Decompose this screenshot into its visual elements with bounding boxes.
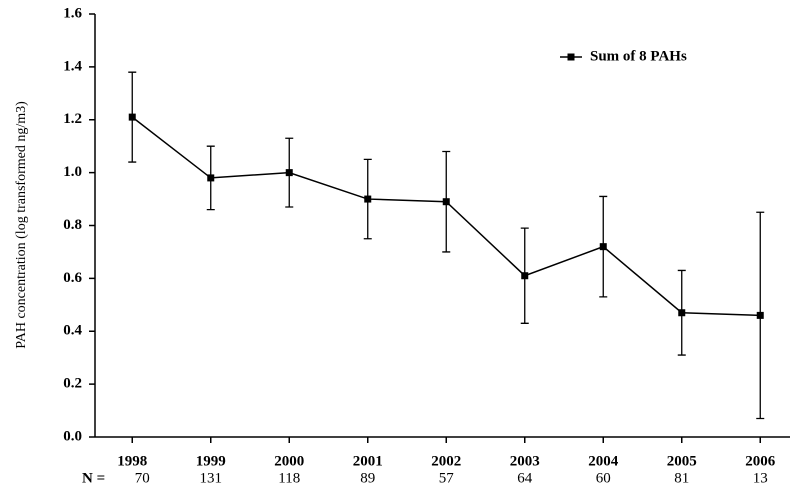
data-point [678,309,686,317]
n-value: 118 [278,470,300,486]
n-value: 81 [674,470,689,486]
n-value: 70 [135,470,150,486]
y-tick-label: 0.6 [63,270,82,286]
data-point [756,311,764,319]
data-point [599,243,607,251]
y-tick-label: 1.0 [63,164,82,180]
data-point [521,272,529,280]
y-tick-label: 1.2 [63,111,82,127]
y-tick-label: 0.2 [63,376,82,392]
y-tick-label: 0.0 [63,428,82,444]
x-tick-label: 2006 [745,453,776,469]
x-tick-label: 2003 [510,453,540,469]
data-point [285,169,293,177]
data-point [442,198,450,206]
n-value: 60 [596,470,611,486]
x-tick-label: 2004 [588,453,619,469]
n-value: 131 [200,470,223,486]
data-point [364,195,372,203]
y-axis-label: PAH concentration (log transformed ng/m3… [14,101,29,349]
n-label: N = [82,470,105,486]
data-point [128,113,136,121]
y-tick-label: 1.6 [63,5,82,21]
x-tick-label: 1998 [117,453,147,469]
n-value: 57 [439,470,455,486]
n-value: 89 [360,470,375,486]
x-tick-label: 2002 [431,453,461,469]
x-tick-label: 2001 [353,453,383,469]
legend-label: Sum of 8 PAHs [590,48,687,64]
y-tick-label: 0.8 [63,217,82,233]
x-tick-label: 1999 [196,453,226,469]
n-value: 64 [517,470,533,486]
n-value: 13 [753,470,768,486]
y-tick-label: 1.4 [63,58,82,74]
data-point [207,174,215,182]
y-tick-label: 0.4 [63,323,82,339]
x-tick-label: 2005 [667,453,697,469]
x-tick-label: 2000 [274,453,304,469]
legend-marker [567,53,575,61]
